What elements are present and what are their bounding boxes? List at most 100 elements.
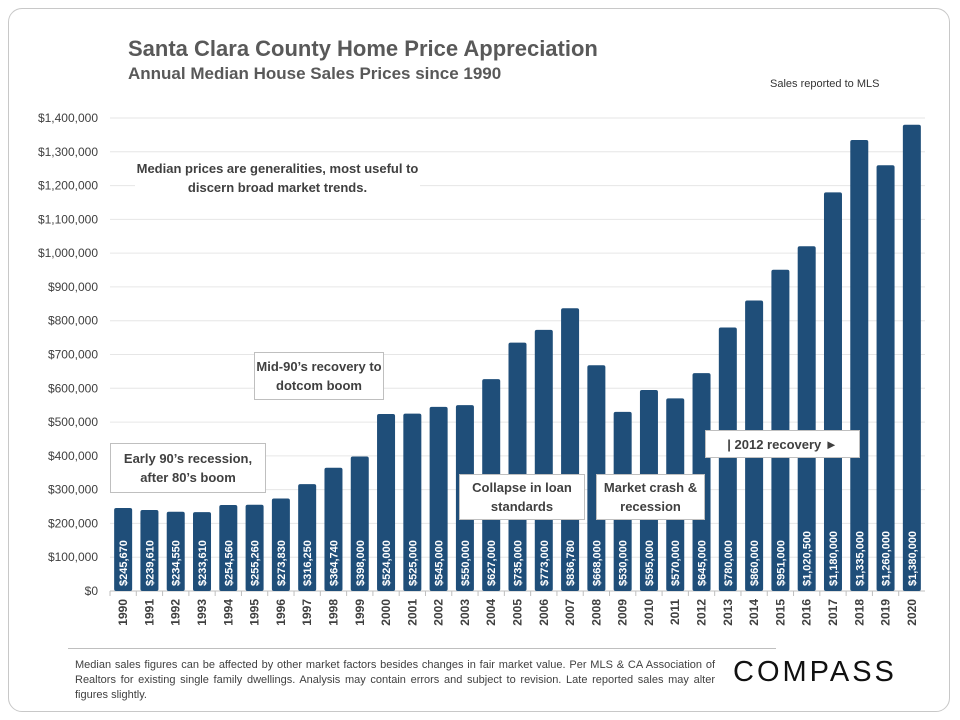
data-label: $255,260 — [250, 540, 262, 586]
data-label: $735,000 — [513, 540, 525, 586]
data-label: $860,000 — [749, 540, 761, 586]
x-tick-label: 1990 — [116, 599, 130, 626]
y-tick-label: $100,000 — [48, 550, 98, 564]
bar-1994 — [219, 504, 238, 591]
bar-2000 — [377, 413, 396, 591]
data-label: $398,000 — [355, 540, 367, 586]
x-tick-label: 2020 — [905, 599, 919, 626]
y-tick-label: $1,000,000 — [38, 246, 98, 260]
bar-2006 — [534, 329, 553, 591]
x-tick-label: 1995 — [248, 599, 262, 626]
data-label: $668,000 — [591, 540, 603, 586]
data-label: $1,180,000 — [828, 531, 840, 586]
bar-2017 — [823, 192, 842, 592]
data-label: $1,020,500 — [802, 531, 814, 586]
source-note: Sales reported to MLS — [770, 78, 880, 90]
y-tick-label: $1,200,000 — [38, 179, 98, 193]
x-tick-label: 2007 — [563, 599, 577, 626]
y-tick-label: $800,000 — [48, 314, 98, 328]
annotation-2012-recovery: | 2012 recovery ► — [705, 430, 860, 458]
y-tick-label: $0 — [85, 584, 99, 598]
x-tick-label: 1996 — [274, 599, 288, 626]
x-tick-label: 2016 — [800, 599, 814, 626]
x-tick-label: 2006 — [537, 599, 551, 626]
data-label: $234,550 — [171, 540, 183, 586]
x-tick-label: 2001 — [405, 599, 419, 626]
bar-2005 — [508, 342, 527, 591]
bar-1990 — [114, 507, 133, 591]
x-tick-label: 2009 — [616, 599, 630, 626]
slide-frame — [8, 8, 950, 712]
data-label: $1,260,000 — [881, 531, 893, 586]
bar-1999 — [350, 456, 369, 591]
y-tick-label: $600,000 — [48, 381, 98, 395]
x-tick-label: 2005 — [511, 599, 525, 626]
x-tick-label: 1994 — [221, 599, 235, 626]
y-tick-label: $300,000 — [48, 483, 98, 497]
chart-subtitle: Annual Median House Sales Prices since 1… — [128, 64, 502, 83]
annotation-generalities: Median prices are generalities, most use… — [135, 154, 420, 202]
annotation-collapse: Collapse in loan standards — [459, 474, 585, 520]
x-tick-label: 2010 — [642, 599, 656, 626]
y-tick-label: $500,000 — [48, 415, 98, 429]
data-label: $627,000 — [486, 540, 498, 586]
data-label: $525,000 — [407, 540, 419, 586]
x-tick-label: 1998 — [326, 599, 340, 626]
data-label: $545,000 — [434, 540, 446, 586]
y-tick-label: $1,400,000 — [38, 111, 98, 125]
x-tick-label: 2018 — [852, 599, 866, 626]
data-label: $530,000 — [618, 540, 630, 586]
data-label: $1,380,000 — [907, 531, 919, 586]
data-label: $550,000 — [460, 540, 472, 586]
bar-2016 — [797, 246, 816, 591]
bar-1992 — [166, 511, 185, 591]
bar-2013 — [718, 327, 737, 591]
data-label: $780,000 — [723, 540, 735, 586]
bar-1993 — [193, 512, 212, 591]
data-label: $245,670 — [118, 540, 130, 586]
bar-2001 — [403, 413, 422, 591]
data-label: $836,780 — [565, 540, 577, 586]
x-tick-label: 2017 — [826, 599, 840, 626]
annotation-early90s: Early 90’s recession, after 80’s boom — [110, 443, 266, 493]
bar-2018 — [850, 139, 869, 592]
bar-2007 — [561, 308, 580, 591]
x-tick-label: 2008 — [589, 599, 603, 626]
data-label: $316,250 — [302, 540, 314, 586]
x-tick-label: 1999 — [353, 599, 367, 626]
x-tick-label: 2012 — [695, 599, 709, 626]
chart-title: Santa Clara County Home Price Appreciati… — [128, 36, 598, 61]
bar-1997 — [298, 484, 317, 591]
y-tick-label: $1,100,000 — [38, 212, 98, 226]
data-label: $595,000 — [644, 540, 656, 586]
bar-2019 — [876, 165, 895, 592]
x-tick-label: 2004 — [484, 599, 498, 626]
y-tick-label: $1,300,000 — [38, 145, 98, 159]
data-label: $524,000 — [381, 540, 393, 586]
annotation-crash: Market crash & recession — [596, 474, 705, 520]
x-tick-label: 1993 — [195, 599, 209, 626]
y-tick-label: $200,000 — [48, 516, 98, 530]
x-tick-label: 2003 — [458, 599, 472, 626]
data-label: $364,740 — [328, 540, 340, 586]
footer-disclaimer: Median sales figures can be affected by … — [75, 659, 715, 701]
bar-1991 — [140, 510, 159, 591]
bar-1995 — [245, 504, 264, 591]
data-label: $570,000 — [670, 540, 682, 586]
y-tick-label: $700,000 — [48, 348, 98, 362]
x-tick-label: 1992 — [169, 599, 183, 626]
bar-2002 — [429, 406, 448, 591]
data-label: $773,000 — [539, 540, 551, 586]
data-label: $273,830 — [276, 540, 288, 586]
data-label: $254,560 — [223, 540, 235, 586]
footer-divider — [68, 648, 776, 649]
annotation-mid90s: Mid-90’s recovery to dotcom boom — [254, 352, 384, 400]
x-tick-label: 2000 — [379, 599, 393, 626]
data-label: $239,610 — [144, 540, 156, 586]
x-tick-label: 2019 — [879, 599, 893, 626]
x-tick-label: 1991 — [142, 599, 156, 626]
y-tick-label: $400,000 — [48, 449, 98, 463]
data-label: $233,610 — [197, 540, 209, 586]
bar-2020 — [902, 124, 921, 591]
